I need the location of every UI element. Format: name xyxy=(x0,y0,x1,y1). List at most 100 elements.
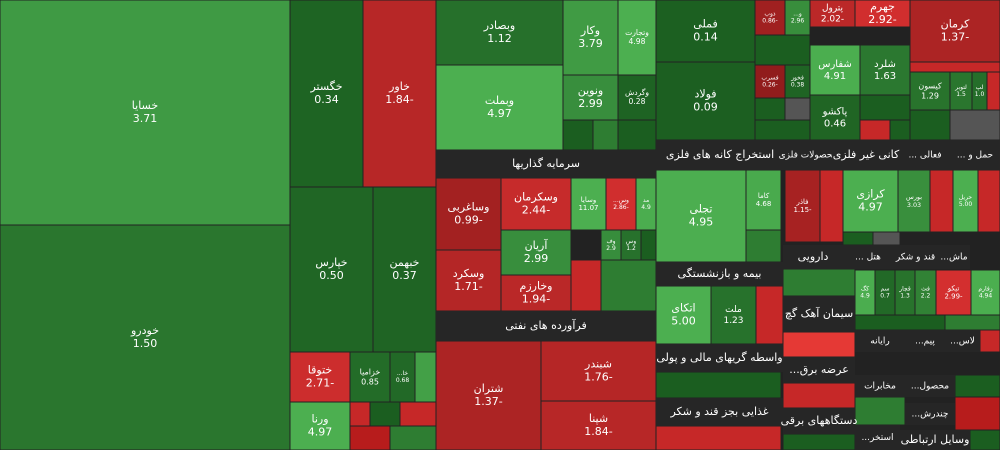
tile xyxy=(655,0,756,63)
tile-name: پترول xyxy=(822,4,844,14)
tile-name: فاذر xyxy=(796,198,809,206)
tile-value: 1.29 xyxy=(921,91,939,100)
filler-tile xyxy=(979,329,1000,353)
tile-value: -0.26 xyxy=(762,82,778,89)
sector-header xyxy=(436,150,656,178)
filler-tile xyxy=(842,231,874,246)
filler-tile xyxy=(977,169,1000,233)
sector-header xyxy=(843,245,893,269)
tile-value: -0.99 xyxy=(454,214,483,227)
tile-value: 0.28 xyxy=(629,97,646,106)
sector-label: مخابرات xyxy=(864,382,896,392)
tile-name: وف xyxy=(606,238,615,245)
filler-tile xyxy=(745,229,782,263)
tile-value: 0.85 xyxy=(361,377,379,386)
tile-value: 0.34 xyxy=(314,93,339,106)
tile xyxy=(289,401,351,450)
tile-name: وگردش xyxy=(625,88,649,97)
filler-tile xyxy=(562,119,594,151)
tile xyxy=(540,400,657,450)
tile-value: 1.63 xyxy=(874,71,896,82)
tile xyxy=(909,0,1000,63)
tile-name: خاور xyxy=(388,80,410,93)
filler-tile xyxy=(944,314,1000,331)
tile-name: پاکشو xyxy=(822,107,848,118)
sector-header xyxy=(656,398,783,426)
tile-value: 1.3 xyxy=(900,293,910,300)
filler-tile xyxy=(854,314,946,331)
filler-tile xyxy=(909,109,951,141)
tile-value: 4.68 xyxy=(756,200,772,208)
tile-value: 0.46 xyxy=(824,119,846,130)
tile-name: جهرم xyxy=(870,0,895,13)
tile-value: 5.00 xyxy=(671,315,696,328)
tile-value: -1.94 xyxy=(522,293,551,306)
tile xyxy=(562,74,619,121)
tile-value: 0.09 xyxy=(693,101,718,114)
sector-header xyxy=(945,330,980,352)
tile-value: 4.9 xyxy=(860,293,870,300)
sector-header xyxy=(783,296,855,332)
sector-label: قند و شکر xyxy=(895,253,935,263)
sector-header xyxy=(784,140,832,170)
tile-value: -1.76 xyxy=(584,371,613,384)
tile-name: ملت xyxy=(725,305,742,315)
sector-label: پیم... xyxy=(915,337,935,347)
filler-tile xyxy=(570,259,602,312)
tile-name: ختوقا xyxy=(308,363,332,376)
filler-tile xyxy=(929,169,954,233)
tile-value: 4.91 xyxy=(824,71,846,82)
tile-name: کاما xyxy=(758,192,770,200)
tile-value: 2.9 xyxy=(606,245,616,252)
tile xyxy=(952,169,979,233)
tile-name: وتجارت xyxy=(625,28,649,37)
tile xyxy=(809,94,861,141)
tile-value: 3.79 xyxy=(578,37,603,50)
filler-tile xyxy=(617,119,657,151)
filler-tile xyxy=(640,229,657,261)
filler-tile xyxy=(399,401,437,427)
sector-header xyxy=(855,330,905,352)
tile xyxy=(540,340,657,402)
filler-tile xyxy=(784,97,811,121)
filler-tile xyxy=(755,285,784,345)
tile-value: 3.03 xyxy=(907,201,921,209)
sector-label: فعالی ... xyxy=(908,151,941,161)
tile-value: 2.96 xyxy=(791,18,805,25)
sector-header xyxy=(832,140,900,170)
tile xyxy=(809,44,861,96)
tile-name: فملی xyxy=(693,17,717,30)
tile-value: -0.86 xyxy=(762,18,778,25)
filler-tile xyxy=(349,401,371,427)
tile-value: 1.5 xyxy=(956,91,966,98)
tile xyxy=(935,269,972,316)
filler-tile xyxy=(859,119,891,141)
filler-tile xyxy=(819,169,844,243)
tile-name: کگ xyxy=(861,284,869,292)
filler-tile xyxy=(655,371,782,399)
sector-label: عرضه برق... xyxy=(789,363,849,376)
filler-tile xyxy=(969,429,1000,450)
filler-tile xyxy=(986,71,1000,111)
sector-label: دارویی xyxy=(798,250,829,263)
tile xyxy=(897,169,931,233)
sector-header xyxy=(783,357,855,383)
tile-name: وس xyxy=(626,238,636,245)
filler-tile xyxy=(754,97,786,121)
filler-tile xyxy=(859,94,911,121)
sector-label: محصول... xyxy=(911,382,949,392)
tile-value: 2.99 xyxy=(578,97,603,110)
tile xyxy=(435,249,502,312)
tile-name: خودرو xyxy=(130,324,159,337)
tile-name: خبهمن xyxy=(390,256,420,269)
filler-tile xyxy=(904,351,1000,376)
tile-name: حریل xyxy=(959,194,973,201)
tile-name: شتران xyxy=(474,382,504,395)
tile xyxy=(784,64,811,99)
sector-label: محصولات فلزی xyxy=(779,151,838,161)
tile xyxy=(570,177,607,231)
sector-header xyxy=(900,430,970,450)
tile-name: فسرب xyxy=(761,74,778,81)
tile-name: آریان xyxy=(525,238,549,252)
